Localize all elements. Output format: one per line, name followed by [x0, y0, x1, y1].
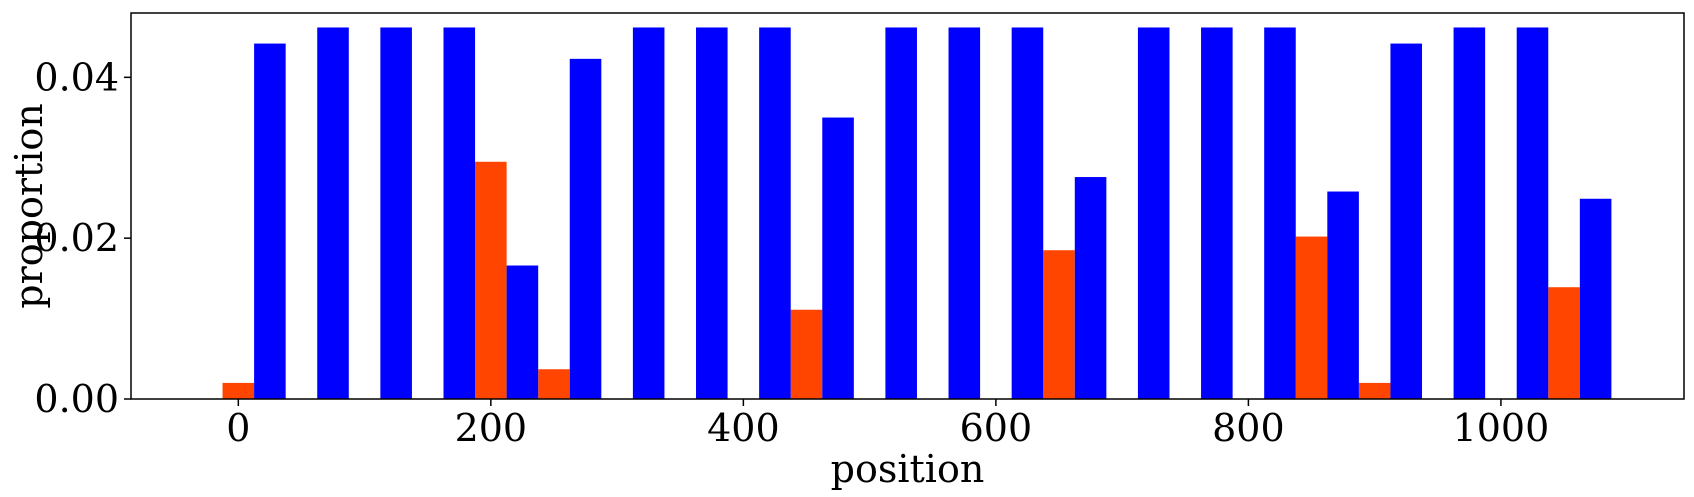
x-tick-label: 1000 — [1453, 406, 1550, 450]
bar-series-2-1 — [254, 43, 286, 399]
bar-series-2-5 — [506, 265, 539, 399]
bar-series-2-11 — [885, 27, 917, 399]
bar-series-2-14 — [1074, 177, 1107, 399]
x-axis-label: position — [831, 447, 985, 491]
bar-series-2-8 — [696, 27, 728, 399]
bar-series-2-2 — [317, 27, 349, 399]
plot-frame — [130, 12, 1685, 400]
bar-series-2-6 — [569, 58, 602, 400]
bar-series-2-13 — [1011, 27, 1044, 399]
y-tick-label: 0.04 — [34, 55, 119, 99]
bar-series-2-15 — [1137, 27, 1170, 399]
bar-series-2-12 — [948, 27, 981, 399]
x-tick-label: 400 — [707, 406, 780, 450]
y-axis-ticks: 0.00 0.02 0.04 — [34, 55, 131, 421]
bar-series-1-6 — [1295, 236, 1328, 399]
bar-series-1-5 — [1043, 250, 1075, 399]
bar-series-2-17 — [1264, 27, 1296, 399]
bar-series-1-7 — [1358, 382, 1391, 399]
bar-series-2-21 — [1516, 27, 1549, 399]
bar-series-2-4 — [443, 27, 476, 399]
x-tick-label: 200 — [455, 406, 528, 450]
x-tick-label: 800 — [1212, 406, 1285, 450]
x-tick-label: 600 — [960, 406, 1033, 450]
bar-series-1-3 — [538, 369, 570, 399]
bar-series-1-4 — [790, 309, 823, 399]
bar-series-1-2 — [475, 161, 507, 399]
y-tick-label: 0.00 — [34, 377, 119, 421]
bar-series-2-10 — [822, 117, 854, 400]
bar-series-1-8 — [1548, 287, 1580, 399]
y-axis-label: proportion — [7, 103, 51, 309]
bar-series-2-7 — [632, 27, 665, 399]
x-tick-label: 0 — [226, 406, 250, 450]
x-axis-ticks: 0 200 400 600 800 1000 — [226, 399, 1549, 450]
bar-series-2-9 — [759, 27, 791, 399]
bar-series-2-22 — [1579, 198, 1612, 399]
bar-series-2-19 — [1390, 43, 1423, 399]
bar-series-2-20 — [1453, 27, 1486, 399]
bar-series-2-16 — [1201, 27, 1233, 399]
y-tick-label: 0.02 — [34, 216, 119, 260]
bar-series-2-3 — [380, 27, 412, 399]
bar-series-2-18 — [1327, 191, 1359, 399]
bars-layer — [222, 27, 1612, 400]
bar-series-1-1 — [222, 382, 255, 399]
